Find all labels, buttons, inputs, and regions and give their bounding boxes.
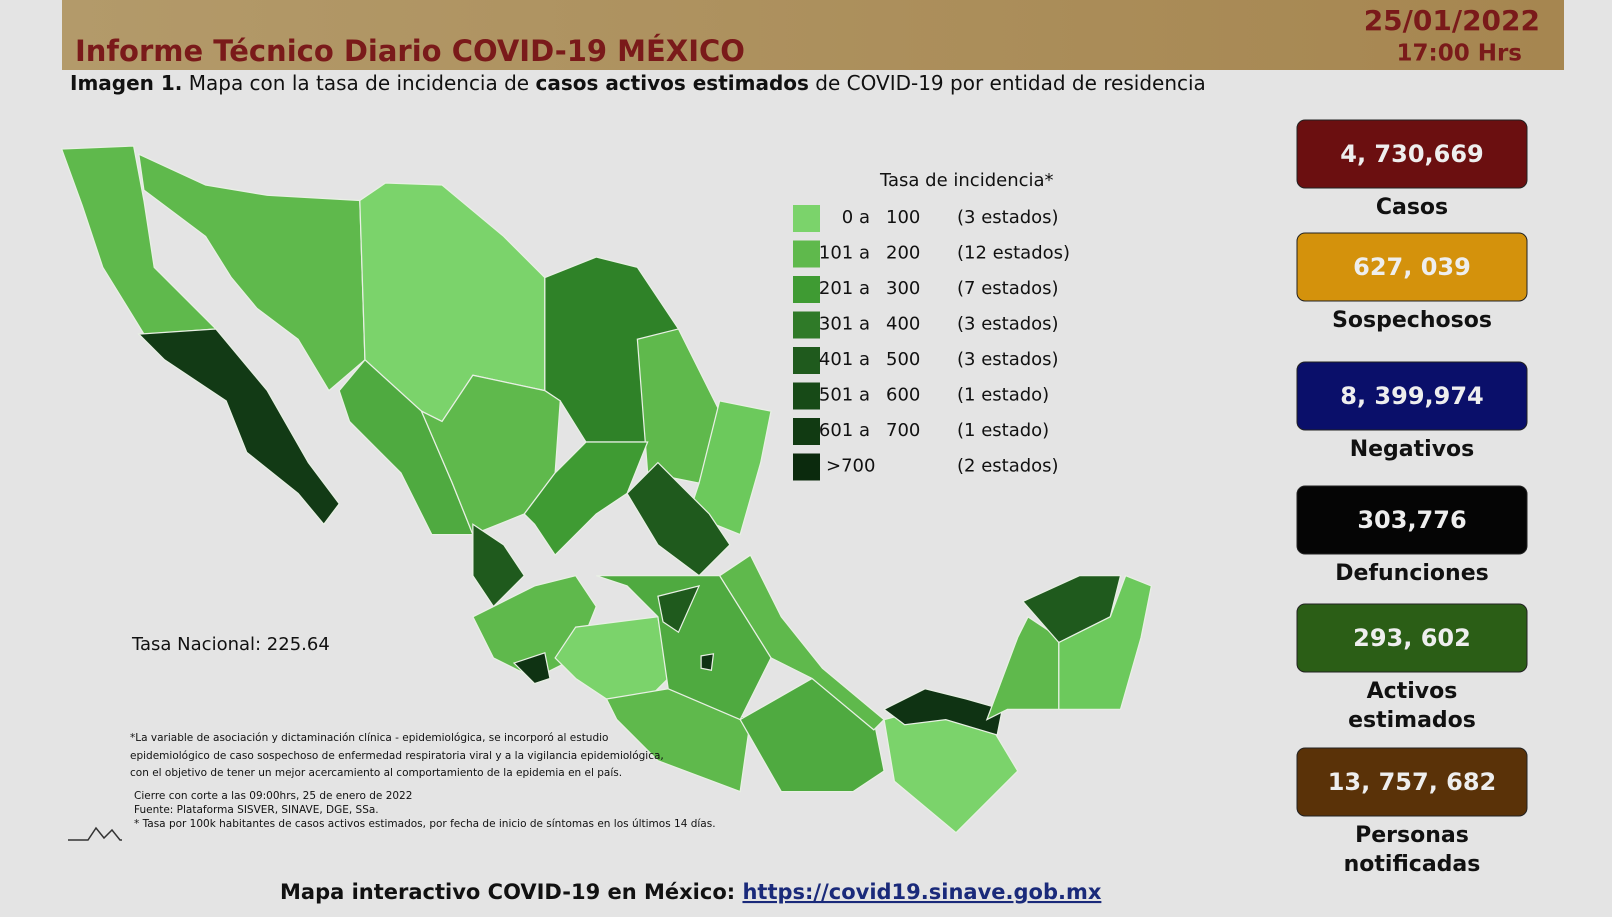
stat-box xyxy=(1296,747,1528,817)
mexico-map xyxy=(60,145,1153,834)
stat-value: 303,776 xyxy=(1357,506,1466,534)
subtitle-text: Mapa con la tasa de incidencia de xyxy=(189,71,536,95)
stat-box xyxy=(1296,603,1528,673)
stat-label: Activos xyxy=(1367,679,1458,704)
footer-link[interactable]: https://covid19.sinave.gob.mx xyxy=(742,880,1101,904)
subtitle-emphasis: casos activos estimados xyxy=(535,71,808,95)
header-time: 17:00 Hrs xyxy=(1396,41,1522,67)
note: *La variable de asociación y dictaminaci… xyxy=(130,732,608,744)
state xyxy=(687,400,772,536)
state xyxy=(420,374,561,536)
legend-states: (7 estados) xyxy=(957,278,1059,299)
header-date: 25/01/2022 xyxy=(1364,4,1540,37)
legend-swatch xyxy=(793,347,820,374)
stat-label: Sospechosos xyxy=(1332,308,1492,333)
legend-low: 401 a xyxy=(819,349,870,370)
footer-text: Mapa interactivo COVID-19 en México: xyxy=(280,880,735,904)
legend-swatch xyxy=(793,205,820,232)
legend-swatch xyxy=(793,276,820,303)
stat-label: Casos xyxy=(1376,195,1448,220)
note: * Tasa por 100k habitantes de casos acti… xyxy=(134,818,716,830)
notes: *La variable de asociación y dictaminaci… xyxy=(130,732,716,830)
state xyxy=(512,651,551,685)
state xyxy=(60,145,218,335)
state xyxy=(1058,574,1153,710)
national-rate: Tasa Nacional: 225.64 xyxy=(131,634,330,655)
legend-swatch xyxy=(793,453,820,481)
legend: Tasa de incidencia* 0 a 100 (3 estados) 101… xyxy=(793,170,1070,481)
subtitle-text: de COVID-19 por entidad de residencia xyxy=(809,71,1206,95)
note: con el objetivo de tener un mejor acerca… xyxy=(130,767,622,779)
state xyxy=(700,653,715,671)
legend-high: 200 xyxy=(886,243,920,264)
footer: Mapa interactivo COVID-19 en México: htt… xyxy=(280,880,1102,904)
legend-low: 201 a xyxy=(819,278,870,299)
stat-value: 627, 039 xyxy=(1353,253,1471,281)
legend-title: Tasa de incidencia* xyxy=(879,170,1054,191)
stat-label: estimados xyxy=(1348,708,1476,733)
legend-swatch xyxy=(793,311,820,339)
stat-box xyxy=(1296,119,1528,189)
note: Fuente: Plataforma SISVER, SINAVE, DGE, … xyxy=(134,804,379,816)
legend-high: 300 xyxy=(886,278,920,299)
stat-value: 293, 602 xyxy=(1353,624,1471,652)
logo xyxy=(68,826,122,841)
stat-label: Negativos xyxy=(1350,437,1475,462)
legend-low: >700 xyxy=(826,456,875,477)
legend-states: (1 estado) xyxy=(957,385,1049,406)
stats: 4, 730,669 Casos 627, 039 Sospechosos 8, 399… xyxy=(1296,119,1528,877)
note: epidemiológico de caso sospechoso de enf… xyxy=(130,750,664,762)
stat-box xyxy=(1296,361,1528,431)
state xyxy=(138,153,366,392)
stat-label: Personas xyxy=(1355,823,1469,848)
legend-swatch xyxy=(793,240,820,268)
legend-low: 301 a xyxy=(819,314,870,335)
state xyxy=(626,461,731,577)
legend-high: 500 xyxy=(886,349,920,370)
legend-states: (3 estados) xyxy=(957,349,1059,370)
stat-label: notificadas xyxy=(1344,852,1481,877)
note: Cierre con corte a las 09:00hrs, 25 de e… xyxy=(134,790,412,802)
header-bar xyxy=(62,0,1564,70)
state xyxy=(882,688,1004,736)
legend-states: (3 estados) xyxy=(957,207,1059,228)
stat-label: Defunciones xyxy=(1335,561,1488,586)
subtitle: Imagen 1. Mapa con la tasa de incidencia… xyxy=(70,71,1206,95)
legend-low: 601 a xyxy=(819,420,870,441)
stat-value: 8, 399,974 xyxy=(1340,382,1483,410)
legend-high: 400 xyxy=(886,314,920,335)
legend-states: (3 estados) xyxy=(957,314,1059,335)
legend-low: 501 a xyxy=(819,385,870,406)
legend-states: (1 estado) xyxy=(957,420,1049,441)
legend-states: (12 estados) xyxy=(957,243,1070,264)
state xyxy=(657,585,701,634)
legend-high: 700 xyxy=(886,420,920,441)
state xyxy=(739,677,885,793)
state xyxy=(472,523,526,608)
stat-box xyxy=(1296,232,1528,302)
legend-low: 101 a xyxy=(819,243,870,264)
legend-swatch xyxy=(793,418,820,445)
state xyxy=(1021,575,1122,644)
stat-box xyxy=(1296,485,1528,555)
state xyxy=(985,615,1060,721)
stat-value: 13, 757, 682 xyxy=(1328,768,1497,796)
legend-low: 0 a xyxy=(842,207,870,228)
stat-value: 4, 730,669 xyxy=(1340,140,1483,168)
subtitle-label: Imagen 1. xyxy=(70,71,182,95)
legend-high: 600 xyxy=(886,385,920,406)
state xyxy=(596,575,772,721)
legend-states: (2 estados) xyxy=(957,456,1059,477)
legend-swatch xyxy=(793,382,820,410)
legend-high: 100 xyxy=(886,207,920,228)
header-title: Informe Técnico Diario COVID-19 MÉXICO xyxy=(75,34,745,68)
state xyxy=(137,328,341,526)
